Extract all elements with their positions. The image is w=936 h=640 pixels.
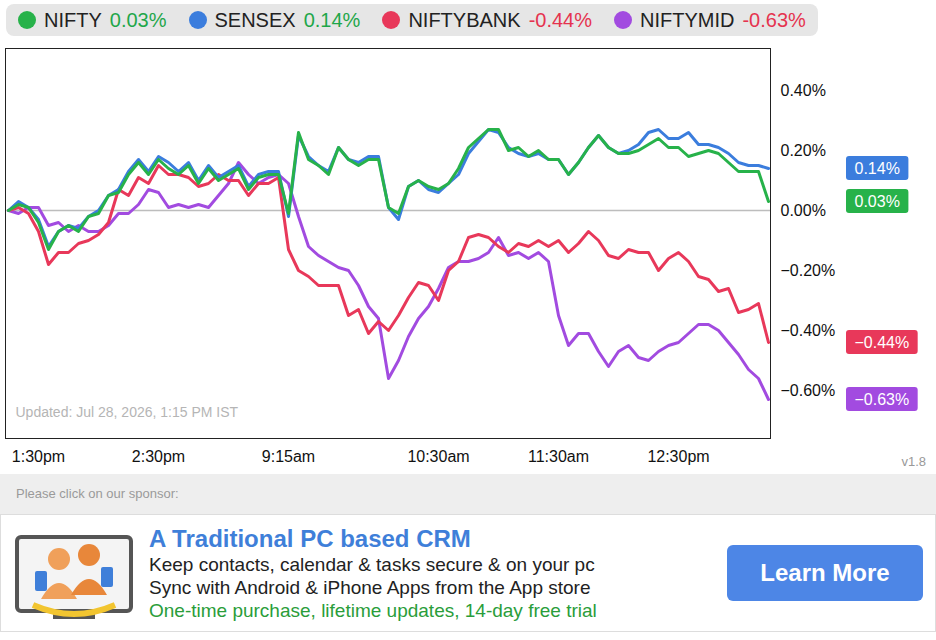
svg-text:12:30pm: 12:30pm	[647, 448, 709, 465]
html-text:Keep contacts, calendar & task: Keep contacts, calendar & tasks secure &…	[149, 553, 595, 575]
svg-text:0.03%: 0.03%	[855, 193, 900, 210]
html-text:Please click on our sponsor:: Please click on our sponsor:	[16, 486, 179, 501]
svg-text:0.14%: 0.14%	[855, 160, 900, 177]
svg-text:0.20%: 0.20%	[781, 142, 826, 159]
svg-text:Updated: Jul 28, 2026, 1:15 PM: Updated: Jul 28, 2026, 1:15 PM IST	[16, 404, 239, 420]
svg-text:−0.60%: −0.60%	[781, 382, 836, 399]
html-text:One-time purchase, lifetime up: One-time purchase, lifetime updates, 14-…	[149, 599, 597, 621]
svg-text:−0.20%: −0.20%	[781, 262, 836, 279]
svg-text:v1.8: v1.8	[901, 454, 926, 469]
svg-text:11:30am: 11:30am	[528, 448, 589, 465]
html-text:NIFTYBANK -0.44%: NIFTYBANK -0.44%	[408, 9, 592, 31]
html-text:A Traditional PC based CRM: A Traditional PC based CRM	[149, 524, 471, 552]
svg-text:1:30pm: 1:30pm	[12, 448, 65, 465]
html-text:NIFTY 0.03%: NIFTY 0.03%	[44, 9, 167, 31]
html-text:NIFTYMID -0.63%: NIFTYMID -0.63%	[640, 9, 806, 31]
svg-text:−0.63%: −0.63%	[854, 391, 909, 408]
html-text:Learn More: Learn More	[760, 559, 890, 586]
svg-text:9:15am: 9:15am	[262, 448, 315, 465]
html-text:SENSEX 0.14%: SENSEX 0.14%	[214, 9, 361, 31]
svg-text:0.40%: 0.40%	[781, 82, 826, 99]
html-text:Sync with Android & iPhone App: Sync with Android & iPhone Apps from the…	[149, 576, 591, 598]
svg-text:−0.40%: −0.40%	[781, 322, 836, 339]
svg-text:0.00%: 0.00%	[781, 202, 826, 219]
svg-text:2:30pm: 2:30pm	[132, 448, 185, 465]
svg-text:10:30am: 10:30am	[407, 448, 469, 465]
svg-text:−0.44%: −0.44%	[854, 334, 909, 351]
